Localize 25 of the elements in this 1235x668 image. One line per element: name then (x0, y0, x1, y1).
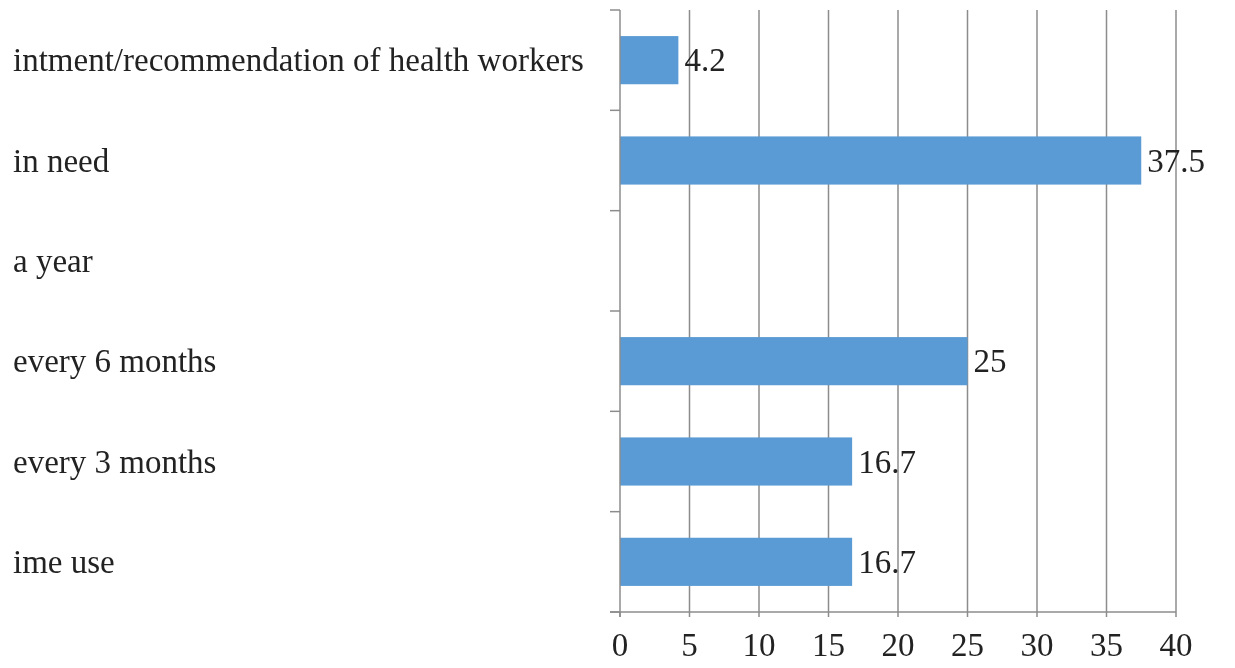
data-label: 37.5 (1147, 142, 1205, 179)
y-tick-label: a year (13, 242, 93, 279)
data-label: 4.2 (684, 42, 726, 79)
x-tick-label: 15 (812, 627, 845, 663)
x-tick-label: 35 (1090, 627, 1123, 663)
data-label: 16.7 (858, 543, 916, 580)
y-tick-label: every 6 months (13, 343, 217, 380)
bar (620, 136, 1142, 185)
x-tick-label: 20 (881, 627, 915, 663)
bar (620, 337, 968, 386)
x-tick-label: 10 (742, 627, 776, 663)
y-tick-label: ime use (13, 543, 115, 580)
bar (620, 437, 853, 486)
x-tick-label: 0 (611, 627, 629, 663)
bar (620, 36, 679, 85)
y-tick-label: in need (13, 142, 110, 179)
y-tick-label: every 3 months (13, 443, 217, 480)
x-tick-label: 30 (1020, 627, 1054, 663)
data-label: 16.7 (858, 443, 916, 480)
x-tick-label: 5 (681, 627, 698, 663)
data-label: 25 (973, 343, 1007, 380)
x-tick-label: 25 (951, 627, 984, 663)
x-tick-label: 40 (1159, 627, 1193, 663)
bar (620, 537, 853, 586)
y-tick-label: intment/recommendation of health workers (13, 42, 584, 79)
